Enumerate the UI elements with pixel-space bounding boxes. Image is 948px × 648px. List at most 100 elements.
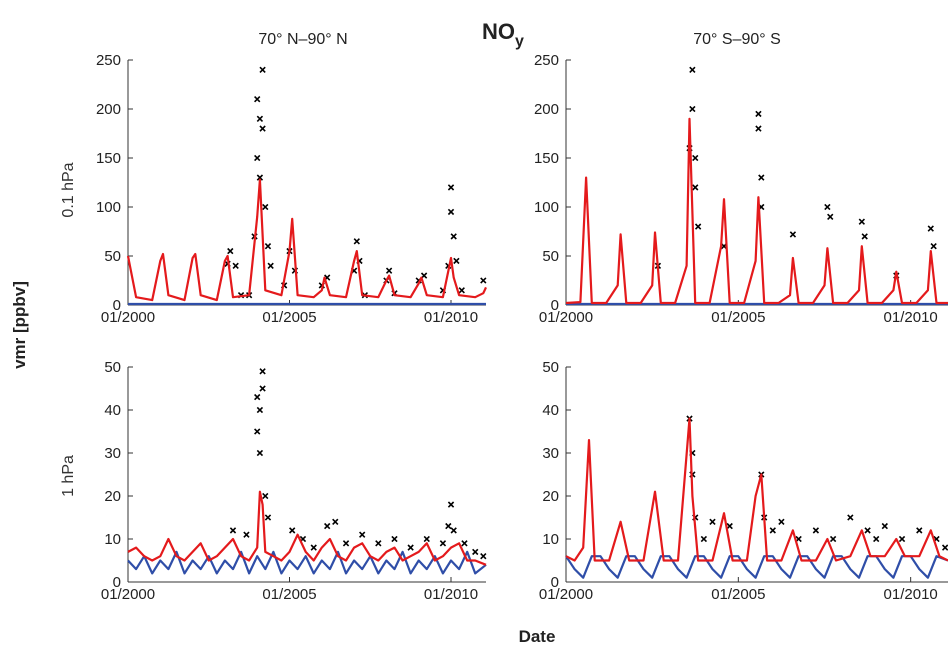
figure-title: NOy [482, 19, 524, 50]
data-point-2-1 [227, 247, 234, 255]
data-point-2-31 [447, 184, 455, 191]
y-tick-label: 0 [113, 297, 121, 314]
data-point-2-22 [445, 522, 452, 530]
data-point-2-25 [461, 540, 468, 547]
data-point-2-34 [453, 257, 460, 265]
data-point-2-23 [447, 501, 455, 508]
data-point-2-8 [755, 110, 762, 118]
data-point-2-17 [375, 540, 382, 547]
y-tick-label: 150 [96, 150, 121, 167]
data-point-2-6 [254, 154, 261, 162]
data-point-2-21 [439, 540, 447, 547]
x-tick-label: 01/2000 [539, 309, 593, 326]
data-point-2-8 [262, 492, 269, 500]
x-tick-label: 01/2005 [711, 586, 765, 603]
data-point-2-11 [259, 66, 266, 73]
data-point-2-15 [858, 218, 866, 225]
data-point-2-9 [264, 514, 272, 521]
data-point-2-9 [769, 527, 776, 534]
data-point-2-10 [778, 518, 785, 525]
series-line-0 [565, 417, 948, 562]
data-point-2-10 [289, 527, 296, 534]
data-point-2-9 [256, 174, 264, 181]
x-tick-label: 01/2000 [101, 586, 155, 603]
y-tick-label: 100 [96, 199, 121, 216]
data-point-2-13 [324, 522, 331, 530]
column-title-north: 70° N–90° N [258, 31, 347, 48]
x-tick-label: 01/2005 [262, 586, 316, 603]
data-point-2-4 [692, 154, 699, 162]
y-tick-label: 40 [542, 402, 559, 419]
y-tick-label: 50 [542, 248, 559, 265]
data-point-2-5 [709, 518, 716, 525]
y-tick-label: 150 [534, 150, 559, 167]
data-point-2-33 [450, 233, 457, 240]
data-point-2-21 [941, 544, 948, 551]
data-point-2-16 [861, 233, 868, 240]
data-point-2-13 [264, 243, 272, 250]
data-point-2-6 [694, 223, 702, 230]
data-point-2-5 [692, 184, 699, 191]
data-point-2-16 [873, 535, 880, 543]
y-tick-label: 0 [113, 574, 121, 591]
y-tick-label: 200 [534, 101, 559, 118]
data-point-2-12 [812, 527, 820, 534]
panel-3: 0 10 20 30 40 50 01/2000 01/2005 01/2010 [539, 359, 948, 603]
series-line-0 [565, 117, 948, 305]
data-point-2-3 [689, 105, 696, 113]
data-point-2-12 [262, 203, 269, 211]
data-point-2-8 [256, 115, 264, 122]
x-tick-label: 01/2005 [711, 309, 765, 326]
data-point-2-14 [267, 262, 274, 269]
data-point-2-36 [480, 277, 487, 284]
panel-1: 0 50 100 150 200 250 01/2000 01/2005 01/2010 [534, 52, 948, 326]
x-tick-label: 01/2010 [424, 586, 478, 603]
data-point-2-13 [829, 535, 837, 543]
series-line-0 [126, 178, 487, 302]
y-tick-label: 10 [542, 531, 559, 548]
y-tick-label: 50 [542, 359, 559, 376]
y-tick-label: 250 [96, 52, 121, 69]
y-tick-label: 200 [96, 101, 121, 118]
data-point-2-2 [689, 66, 696, 73]
data-point-2-4 [700, 535, 708, 543]
x-axis-title: Date [519, 627, 556, 646]
series-line-1 [565, 555, 948, 579]
data-point-2-18 [898, 535, 906, 543]
y-tick-label: 20 [542, 488, 559, 505]
data-point-2-13 [824, 203, 831, 211]
data-point-2-27 [480, 553, 487, 560]
y-tick-label: 10 [104, 531, 121, 548]
y-tick-label: 50 [104, 248, 121, 265]
data-point-2-4 [256, 406, 264, 414]
panel-2: 0 10 20 30 40 50 01/2000 01/2005 01/2010 [101, 359, 487, 603]
y-tick-label: 250 [534, 52, 559, 69]
y-tick-label: 0 [551, 297, 559, 314]
row-label-bottom: 1 hPa [60, 455, 77, 497]
row-label-top: 0.1 hPa [60, 162, 77, 217]
data-point-2-25 [385, 267, 393, 274]
data-point-2-9 [755, 125, 762, 132]
data-point-2-7 [254, 96, 261, 103]
data-point-2-14 [332, 518, 339, 525]
series-line-0 [127, 490, 487, 566]
x-tick-label: 01/2000 [539, 586, 593, 603]
x-tick-label: 01/2000 [101, 309, 155, 326]
y-tick-label: 30 [104, 445, 121, 462]
data-point-2-24 [450, 527, 457, 534]
y-tick-label: 30 [542, 445, 559, 462]
data-point-2-2 [232, 262, 239, 269]
data-point-2-12 [789, 231, 797, 238]
data-point-2-1 [243, 531, 250, 538]
data-point-2-35 [458, 287, 465, 294]
data-point-2-18 [927, 225, 934, 232]
column-title-south: 70° S–90° S [693, 31, 781, 48]
x-tick-label: 01/2005 [262, 309, 316, 326]
series-line-1 [127, 550, 487, 575]
y-axis-title: vmr [ppbv] [10, 281, 29, 369]
data-point-2-21 [353, 238, 360, 245]
data-point-2-26 [472, 548, 479, 556]
y-tick-label: 0 [551, 574, 559, 591]
data-point-2-0 [229, 527, 237, 534]
